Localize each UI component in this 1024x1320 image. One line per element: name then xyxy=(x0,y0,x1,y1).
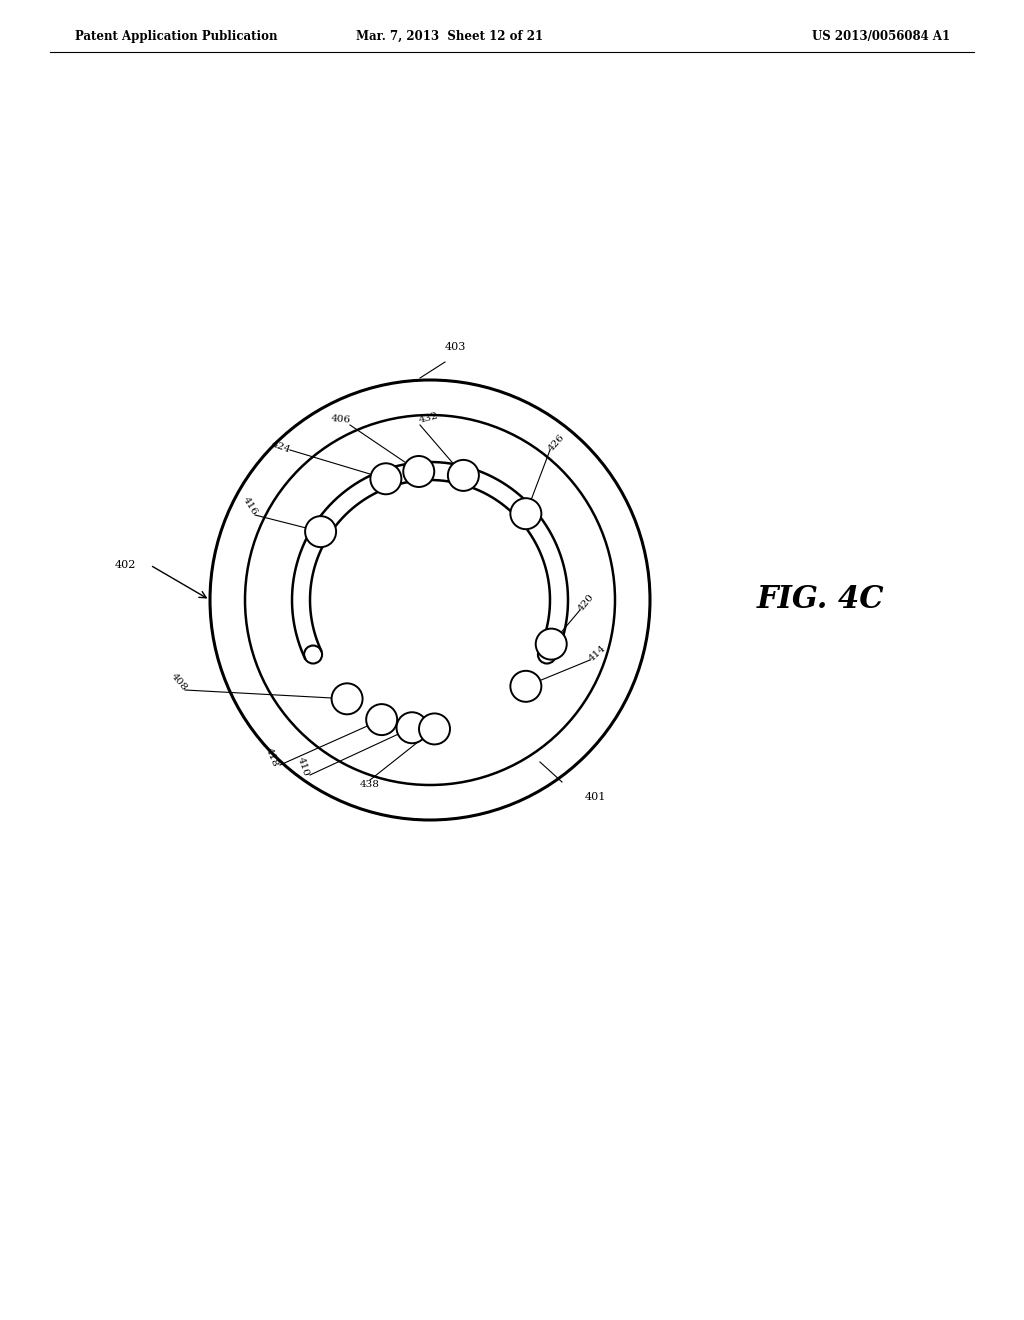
Circle shape xyxy=(403,455,434,487)
Circle shape xyxy=(304,645,323,664)
Circle shape xyxy=(305,516,336,548)
Circle shape xyxy=(447,459,479,491)
Text: 408: 408 xyxy=(169,672,188,693)
Text: 403: 403 xyxy=(444,342,466,352)
Circle shape xyxy=(536,628,566,660)
Text: 406: 406 xyxy=(330,414,351,425)
Text: 401: 401 xyxy=(585,792,606,803)
Circle shape xyxy=(510,498,542,529)
Text: 424: 424 xyxy=(269,440,292,454)
Circle shape xyxy=(538,645,556,664)
Circle shape xyxy=(367,704,397,735)
Circle shape xyxy=(419,713,450,744)
Text: 438: 438 xyxy=(360,780,380,789)
Circle shape xyxy=(396,713,428,743)
Circle shape xyxy=(510,671,542,702)
Text: 410: 410 xyxy=(295,756,310,777)
Circle shape xyxy=(371,463,401,494)
Text: FIG. 4C: FIG. 4C xyxy=(757,585,884,615)
Text: Patent Application Publication: Patent Application Publication xyxy=(75,30,278,44)
Text: 414: 414 xyxy=(587,643,608,664)
Text: 418: 418 xyxy=(264,747,280,768)
Circle shape xyxy=(332,684,362,714)
Text: 402: 402 xyxy=(115,560,136,570)
Text: 416: 416 xyxy=(241,496,259,517)
Text: 420: 420 xyxy=(577,591,596,612)
Text: 426: 426 xyxy=(547,432,566,453)
Text: US 2013/0056084 A1: US 2013/0056084 A1 xyxy=(812,30,950,44)
Text: Mar. 7, 2013  Sheet 12 of 21: Mar. 7, 2013 Sheet 12 of 21 xyxy=(356,30,544,44)
Text: 432: 432 xyxy=(418,411,439,425)
